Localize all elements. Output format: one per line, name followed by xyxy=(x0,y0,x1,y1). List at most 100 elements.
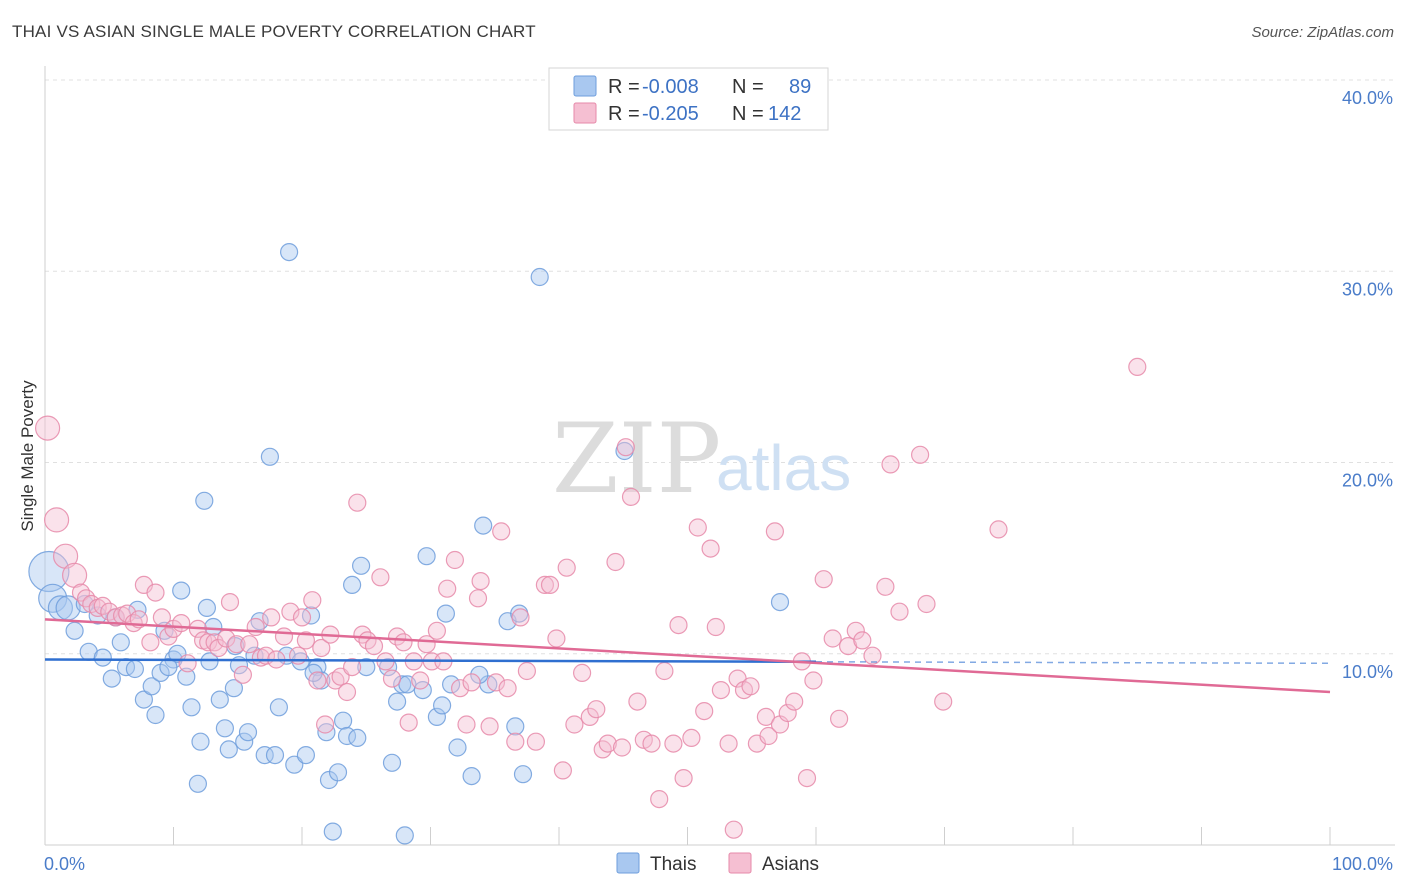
point-asians-17 xyxy=(146,583,165,602)
point-thais-69 xyxy=(442,675,461,694)
point-asians-93 xyxy=(598,734,617,753)
point-thais-24 xyxy=(191,732,210,751)
point-asians-141 xyxy=(1128,357,1147,376)
point-asians-104 xyxy=(669,615,688,635)
point-asians-40 xyxy=(289,646,308,665)
point-thais-77 xyxy=(513,765,533,784)
point-asians-139 xyxy=(934,692,953,711)
point-asians-91 xyxy=(587,700,606,719)
point-asians-41 xyxy=(292,608,312,627)
axes-layer xyxy=(44,66,1395,846)
point-asians-78 xyxy=(498,679,517,698)
point-asians-4 xyxy=(71,583,91,602)
point-thais-81 xyxy=(197,598,216,618)
point-thais-33 xyxy=(235,732,254,751)
point-asians-79 xyxy=(506,732,525,751)
legend-n-value-thais: 89 xyxy=(789,76,811,98)
point-asians-74 xyxy=(471,571,490,591)
point-asians-43 xyxy=(303,591,322,610)
legend-n-value-asians: 142 xyxy=(768,103,801,125)
point-thais-22 xyxy=(182,698,201,717)
point-thais-51 xyxy=(323,822,342,841)
point-thais-66 xyxy=(427,707,446,727)
point-thais-62 xyxy=(395,826,414,845)
point-asians-120 xyxy=(765,522,785,541)
point-thais-58 xyxy=(357,657,376,677)
point-thais-67 xyxy=(433,696,452,715)
point-asians-128 xyxy=(823,629,842,648)
point-asians-122 xyxy=(778,703,797,723)
point-asians-82 xyxy=(526,732,546,751)
point-thais-9 xyxy=(111,633,130,652)
tick-labels: 10.0% 20.0% 30.0% 40.0% 0.0% 100.0% xyxy=(44,88,1393,874)
point-asians-75 xyxy=(480,717,499,736)
point-asians-27 xyxy=(209,638,228,658)
point-asians-129 xyxy=(829,709,849,728)
point-asians-69 xyxy=(445,550,464,570)
point-thais-0 xyxy=(28,550,70,593)
point-asians-73 xyxy=(468,589,488,608)
point-asians-88 xyxy=(565,715,584,734)
point-asians-81 xyxy=(517,661,537,681)
point-asians-92 xyxy=(593,740,612,759)
point-asians-94 xyxy=(606,552,625,572)
point-asians-112 xyxy=(719,734,738,753)
point-asians-83 xyxy=(535,575,555,595)
legend-swatch-asians xyxy=(573,102,597,124)
point-thais-88 xyxy=(470,665,489,684)
chart-source: Source: ZipAtlas.com xyxy=(1251,24,1394,41)
watermark-atlas: atlas xyxy=(716,432,851,504)
series-asians-points xyxy=(34,357,1147,839)
point-thais-49 xyxy=(317,723,336,742)
point-asians-53 xyxy=(353,625,372,644)
point-asians-10 xyxy=(106,608,125,627)
bottom-legend-swatch-thais xyxy=(616,852,640,874)
point-asians-16 xyxy=(141,633,160,652)
point-asians-56 xyxy=(371,568,390,587)
legend-swatch-thais xyxy=(573,75,597,97)
point-asians-97 xyxy=(621,487,641,506)
point-thais-78 xyxy=(530,267,549,287)
point-thais-28 xyxy=(210,690,229,709)
point-asians-72 xyxy=(462,673,481,692)
point-asians-77 xyxy=(492,522,511,541)
trend-lines xyxy=(44,618,1331,694)
point-asians-116 xyxy=(741,677,760,696)
legend-n-label-asians: N = xyxy=(732,103,764,125)
point-asians-36 xyxy=(262,608,281,627)
point-thais-70 xyxy=(448,738,467,757)
point-asians-30 xyxy=(227,635,246,654)
series-thais-points xyxy=(28,243,790,845)
watermark: ZIP atlas xyxy=(552,403,851,515)
point-asians-25 xyxy=(199,633,218,652)
point-asians-63 xyxy=(411,671,430,690)
point-thais-38 xyxy=(260,447,279,466)
point-asians-131 xyxy=(846,621,865,640)
bottom-legend-swatch-asians xyxy=(728,852,752,874)
point-asians-108 xyxy=(695,701,714,721)
point-asians-66 xyxy=(427,621,446,640)
point-asians-107 xyxy=(688,518,707,537)
point-thais-4 xyxy=(65,621,84,640)
point-asians-101 xyxy=(650,789,669,809)
series-legend: Thais Asians xyxy=(616,852,819,875)
point-asians-60 xyxy=(394,633,413,652)
point-asians-22 xyxy=(178,654,197,673)
legend-r-value-thais: -0.008 xyxy=(642,76,699,98)
point-asians-12 xyxy=(118,604,137,623)
trend-line-asians xyxy=(44,618,1331,694)
point-thais-71 xyxy=(462,766,481,786)
point-asians-31 xyxy=(233,665,252,684)
point-asians-76 xyxy=(486,673,506,692)
x-tick-label-max: 100.0% xyxy=(1332,854,1393,874)
point-asians-45 xyxy=(312,638,331,658)
point-asians-113 xyxy=(724,820,743,839)
point-thais-45 xyxy=(296,745,315,765)
point-asians-134 xyxy=(876,577,895,596)
point-thais-21 xyxy=(177,667,196,686)
point-thais-37 xyxy=(255,745,274,765)
point-thais-52 xyxy=(328,763,348,782)
bottom-legend-label-asians: Asians xyxy=(762,854,819,875)
bottom-legend-label-thais: Thais xyxy=(650,854,696,875)
point-asians-98 xyxy=(628,692,647,711)
